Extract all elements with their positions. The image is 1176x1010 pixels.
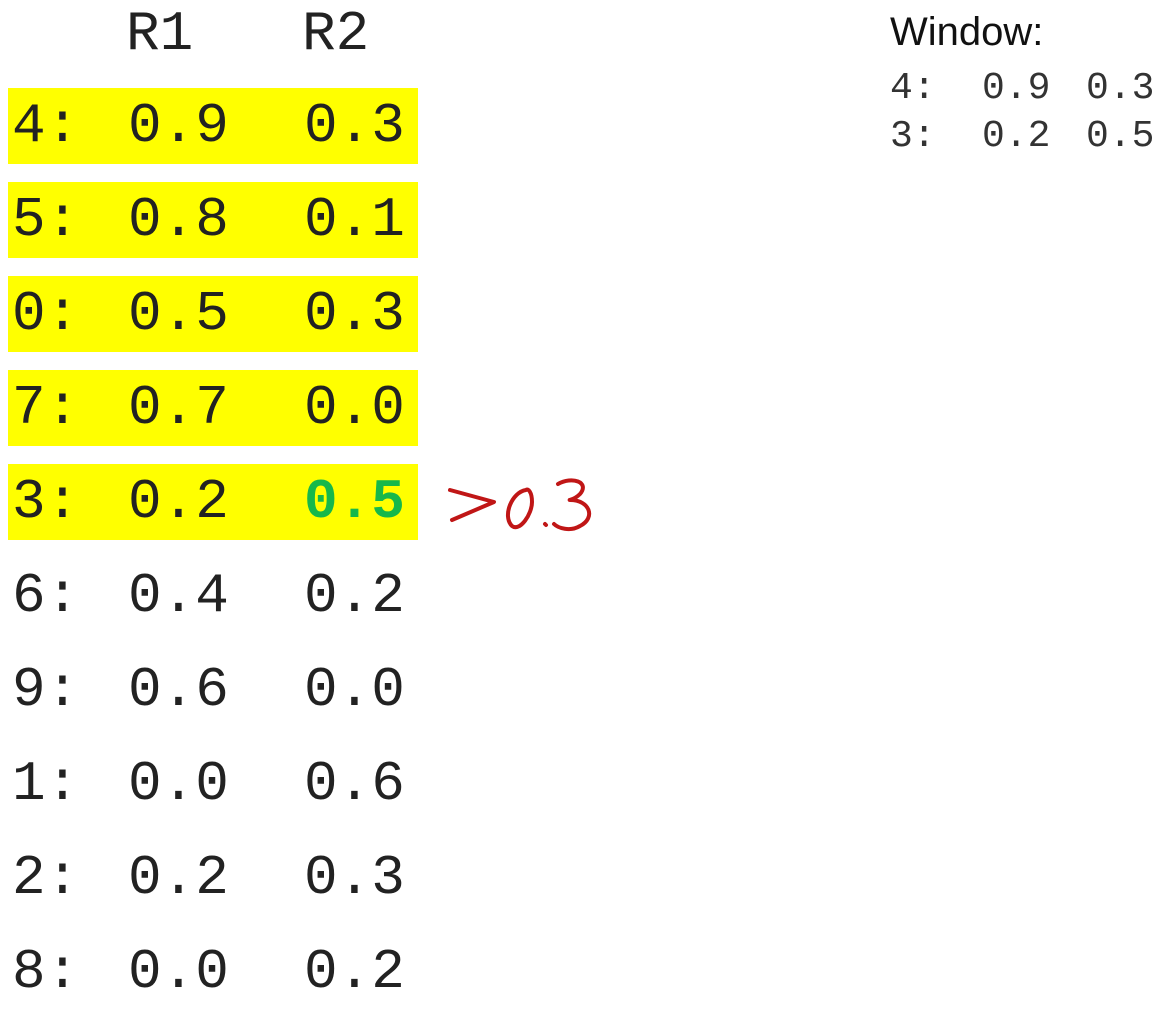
r1-value: 0.8 <box>128 188 229 252</box>
table-row: 2: 0.2 0.3 <box>8 840 418 916</box>
r2-value: 0.0 <box>304 658 405 722</box>
r1-value: 0.0 <box>128 940 229 1004</box>
window-r1-value: 0.2 <box>982 115 1051 158</box>
r1-value: 0.2 <box>128 470 229 534</box>
table-row: 1: 0.0 0.6 <box>8 746 418 822</box>
handwritten-three <box>552 478 592 532</box>
table-row: 3: 0.2 0.5 <box>8 464 418 540</box>
window-r2-value: 0.3 <box>1086 67 1155 110</box>
handwritten-zero <box>506 487 534 530</box>
greater-than-mark <box>448 488 496 522</box>
r2-value: 0.3 <box>304 94 405 158</box>
row-index: 5: <box>12 188 80 252</box>
r2-value: 0.2 <box>304 564 405 628</box>
window-r2-value: 0.5 <box>1086 115 1155 158</box>
row-index: 8: <box>12 940 80 1004</box>
column-header-r2: R2 <box>302 2 370 66</box>
r2-value: 0.2 <box>304 940 405 1004</box>
r1-value: 0.0 <box>128 752 229 816</box>
table-row: 7: 0.7 0.0 <box>8 370 418 446</box>
row-index: 9: <box>12 658 80 722</box>
r2-value: 0.6 <box>304 752 405 816</box>
r1-value: 0.5 <box>128 282 229 346</box>
table-row: 5: 0.8 0.1 <box>8 182 418 258</box>
row-index: 7: <box>12 376 80 440</box>
threshold-annotation: >0.3 <box>448 478 592 532</box>
r1-value: 0.9 <box>128 94 229 158</box>
r2-value: 0.1 <box>304 188 405 252</box>
r1-value: 0.2 <box>128 846 229 910</box>
r1-value: 0.7 <box>128 376 229 440</box>
window-row-index: 3: <box>890 115 936 158</box>
window-row: 4: 0.9 0.3 <box>890 66 1154 112</box>
row-index: 3: <box>12 470 80 534</box>
row-index: 4: <box>12 94 80 158</box>
row-index: 2: <box>12 846 80 910</box>
r2-value-emphasized: 0.5 <box>304 470 405 534</box>
r2-value: 0.0 <box>304 376 405 440</box>
row-index: 0: <box>12 282 80 346</box>
row-index: 1: <box>12 752 80 816</box>
window-title: Window: <box>890 10 1044 54</box>
handwritten-dot <box>543 522 548 527</box>
column-header-r1: R1 <box>126 2 194 66</box>
row-index: 6: <box>12 564 80 628</box>
window-row: 3: 0.2 0.5 <box>890 114 1154 160</box>
r1-value: 0.4 <box>128 564 229 628</box>
table-row: 9: 0.6 0.0 <box>8 652 418 728</box>
window-row-index: 4: <box>890 67 936 110</box>
table-row: 8: 0.0 0.2 <box>8 934 418 1010</box>
table-row: 0: 0.5 0.3 <box>8 276 418 352</box>
r2-value: 0.3 <box>304 846 405 910</box>
table-row: 4: 0.9 0.3 <box>8 88 418 164</box>
r1-value: 0.6 <box>128 658 229 722</box>
window-r1-value: 0.9 <box>982 67 1051 110</box>
r2-value: 0.3 <box>304 282 405 346</box>
table-row: 6: 0.4 0.2 <box>8 558 418 634</box>
